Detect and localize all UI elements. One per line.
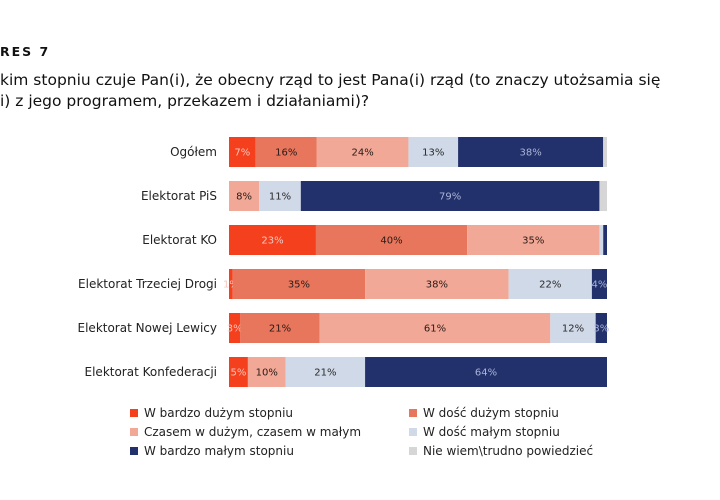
data-label: 10% bbox=[256, 368, 278, 379]
category-label: Elektorat Trzeciej Drogi bbox=[78, 277, 217, 291]
bar-segment bbox=[365, 269, 509, 299]
legend-item: W bardzo dużym stopniu bbox=[130, 406, 293, 420]
data-label: 7% bbox=[234, 148, 250, 159]
bar-segment bbox=[229, 269, 233, 299]
category-label: Elektorat KO bbox=[142, 233, 217, 247]
category-label: Elektorat Konfederacji bbox=[85, 365, 217, 379]
legend-label: W bardzo dużym stopniu bbox=[144, 406, 294, 420]
legend-item: W bardzo małym stopniu bbox=[130, 444, 294, 458]
bar-segment bbox=[229, 225, 316, 255]
bar-segment bbox=[316, 137, 409, 167]
data-label: 16% bbox=[275, 148, 297, 159]
legend-swatch bbox=[130, 409, 138, 417]
bar-segment bbox=[315, 225, 468, 255]
bar-segment bbox=[599, 181, 607, 211]
bar-segment bbox=[300, 181, 600, 211]
legend-label: Nie wiem\trudno powiedzieć bbox=[423, 444, 594, 458]
figure-label: RES 7 bbox=[0, 44, 51, 59]
legend-item: Czasem w dużym, czasem w małym bbox=[130, 425, 361, 439]
bar-segment bbox=[319, 313, 551, 343]
data-label: 23% bbox=[261, 236, 283, 247]
data-label: 5% bbox=[231, 368, 247, 379]
bar-segment bbox=[591, 269, 607, 299]
data-label: 11% bbox=[269, 192, 291, 203]
legend-swatch bbox=[130, 428, 138, 436]
bar-segment bbox=[229, 357, 248, 387]
data-label: 64% bbox=[475, 368, 497, 379]
data-label: 12% bbox=[562, 324, 584, 335]
legend-swatch bbox=[409, 447, 417, 455]
bar-segment bbox=[285, 357, 366, 387]
data-label: 38% bbox=[426, 280, 448, 291]
category-label: Ogółem bbox=[170, 145, 217, 159]
bar-segment bbox=[595, 313, 607, 343]
data-label: 35% bbox=[522, 236, 544, 247]
stacked-bar-chart: Ogółem 7% 16% 24% 13% 38% Elektorat PiS 8% 11% 79… bbox=[78, 137, 609, 387]
bar-segment bbox=[259, 181, 301, 211]
question-line-1: kim stopniu czuje Pan(i), że obecny rząd… bbox=[0, 71, 661, 89]
bar-segment bbox=[240, 313, 320, 343]
bar-segment bbox=[232, 269, 366, 299]
category-label: Elektorat Nowej Lewicy bbox=[78, 321, 217, 335]
data-label: 21% bbox=[269, 324, 291, 335]
legend-label: W bardzo małym stopniu bbox=[144, 444, 294, 458]
bar-segment bbox=[229, 181, 260, 211]
legend-item: Nie wiem\trudno powiedzieć bbox=[409, 444, 593, 458]
bar-segment bbox=[365, 357, 607, 387]
data-label: 4% bbox=[592, 280, 608, 291]
bar-segment bbox=[508, 269, 592, 299]
data-label: 40% bbox=[380, 236, 402, 247]
legend-swatch bbox=[409, 428, 417, 436]
bar-segment bbox=[603, 137, 607, 167]
data-label: 3% bbox=[227, 324, 243, 335]
bar-segment bbox=[247, 357, 286, 387]
legend-item: W dość małym stopniu bbox=[409, 425, 560, 439]
bar-segment bbox=[467, 225, 600, 255]
data-label: 38% bbox=[520, 148, 542, 159]
bar-segment bbox=[229, 313, 241, 343]
data-label: 8% bbox=[236, 192, 252, 203]
legend-swatch bbox=[130, 447, 138, 455]
data-label: 61% bbox=[424, 324, 446, 335]
bar-segment bbox=[458, 137, 604, 167]
legend-label: Czasem w dużym, czasem w małym bbox=[144, 425, 362, 439]
question-line-2: i) z jego programem, przekazem i działan… bbox=[0, 92, 370, 110]
data-label: 79% bbox=[439, 192, 461, 203]
bar-segment bbox=[255, 137, 317, 167]
data-label: 21% bbox=[314, 368, 336, 379]
data-label: 35% bbox=[288, 280, 310, 291]
data-label: 3% bbox=[593, 324, 609, 335]
category-label: Elektorat PiS bbox=[141, 189, 217, 203]
legend-label: W dość małym stopniu bbox=[423, 425, 560, 439]
bar-segment bbox=[599, 225, 604, 255]
bar-segment bbox=[408, 137, 459, 167]
bar-segment bbox=[550, 313, 596, 343]
data-label: 1% bbox=[223, 280, 239, 291]
data-label: 22% bbox=[539, 280, 561, 291]
legend-swatch bbox=[409, 409, 417, 417]
data-label: 24% bbox=[352, 148, 374, 159]
data-label: 13% bbox=[422, 148, 444, 159]
bar-segment bbox=[603, 225, 607, 255]
bar-segment bbox=[229, 137, 256, 167]
legend-label: W dość dużym stopniu bbox=[423, 406, 559, 420]
question-text: kim stopniu czuje Pan(i), że obecny rząd… bbox=[0, 70, 720, 112]
legend-item: W dość dużym stopniu bbox=[409, 406, 559, 420]
